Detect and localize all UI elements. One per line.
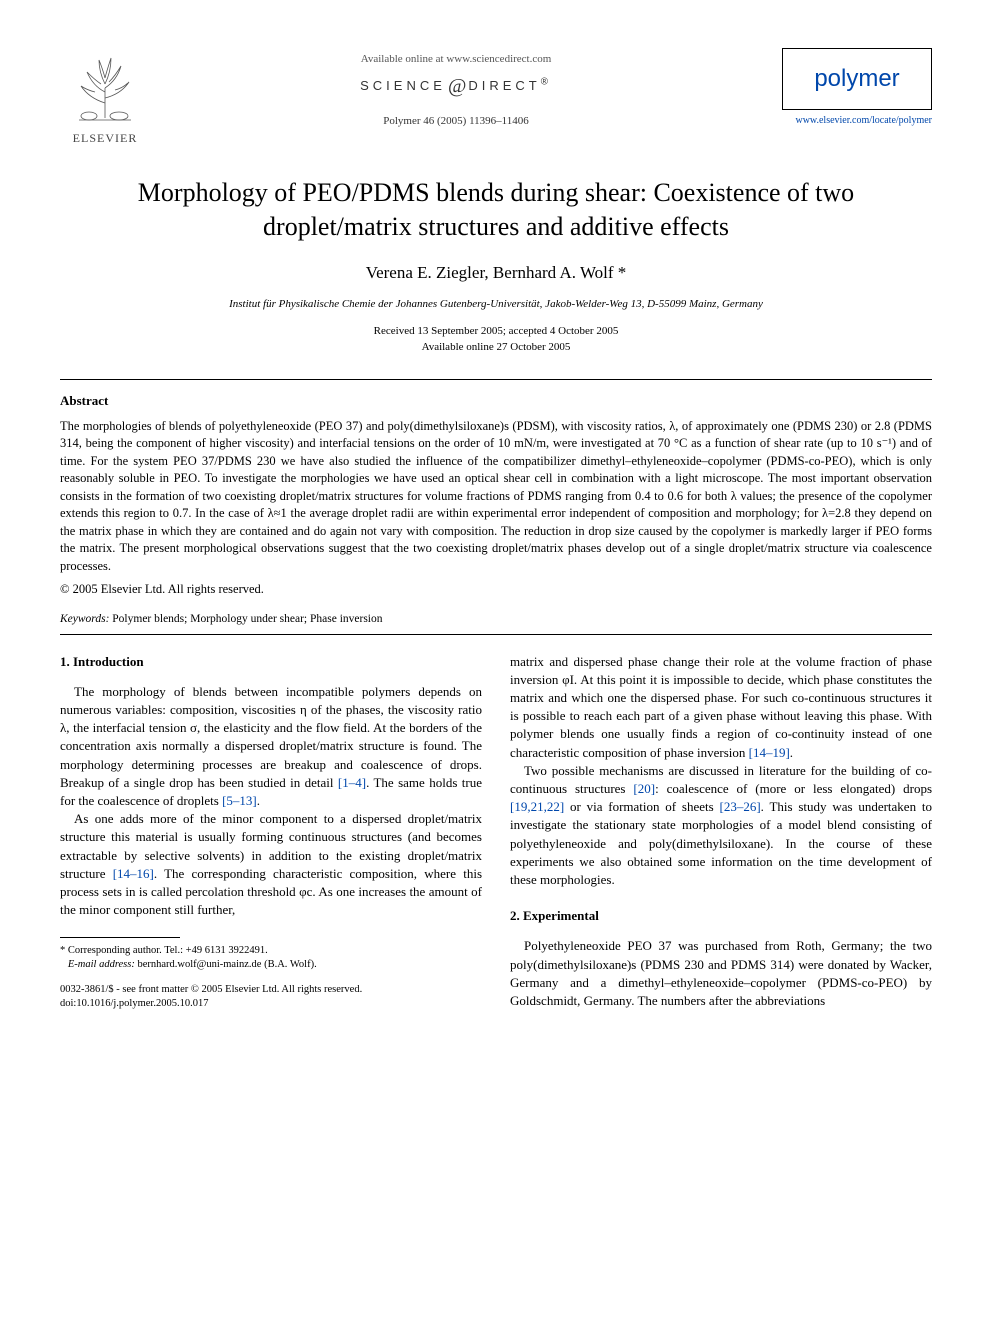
exp-para-1: Polyethyleneoxide PEO 37 was purchased f… bbox=[510, 937, 932, 1010]
journal-block: polymer www.elsevier.com/locate/polymer bbox=[762, 48, 932, 128]
abstract-copyright: © 2005 Elsevier Ltd. All rights reserved… bbox=[60, 581, 932, 598]
corresponding-footnote: * Corresponding author. Tel.: +49 6131 3… bbox=[60, 944, 482, 958]
publisher-name: ELSEVIER bbox=[60, 130, 150, 146]
column-left: 1. Introduction The morphology of blends… bbox=[60, 653, 482, 1012]
keywords-line: Keywords: Polymer blends; Morphology und… bbox=[60, 612, 932, 628]
available-online-text: Available online at www.sciencedirect.co… bbox=[150, 52, 762, 67]
abstract-heading: Abstract bbox=[60, 392, 932, 410]
intro-para-1: The morphology of blends between incompa… bbox=[60, 683, 482, 810]
rule-top bbox=[60, 379, 932, 380]
ref-link[interactable]: [14–16] bbox=[113, 866, 154, 881]
col2-p2b: : coalescence of (more or less elongated… bbox=[655, 781, 932, 796]
intro-heading: 1. Introduction bbox=[60, 653, 482, 671]
email-footnote: E-mail address: bernhard.wolf@uni-mainz.… bbox=[60, 958, 482, 972]
sd-at-icon: @ bbox=[446, 75, 468, 97]
col2-p1b: . bbox=[790, 745, 793, 760]
sd-left: SCIENCE bbox=[360, 78, 446, 93]
abstract-text: The morphologies of blends of polyethyle… bbox=[60, 418, 932, 576]
article-title: Morphology of PEO/PDMS blends during she… bbox=[100, 176, 892, 244]
citation-line: Polymer 46 (2005) 11396–11406 bbox=[150, 114, 762, 129]
ref-link[interactable]: [19,21,22] bbox=[510, 799, 564, 814]
rule-bottom bbox=[60, 634, 932, 635]
col2-p1a: matrix and dispersed phase change their … bbox=[510, 654, 932, 760]
col2-p2c: or via formation of sheets bbox=[564, 799, 719, 814]
available-online-date: Available online 27 October 2005 bbox=[60, 340, 932, 355]
publisher-block: ELSEVIER bbox=[60, 48, 150, 146]
header-center: Available online at www.sciencedirect.co… bbox=[150, 48, 762, 129]
ref-link[interactable]: [5–13] bbox=[222, 793, 257, 808]
authors: Verena E. Ziegler, Bernhard A. Wolf * bbox=[60, 262, 932, 285]
intro-para-2: As one adds more of the minor component … bbox=[60, 810, 482, 919]
journal-logo: polymer bbox=[782, 48, 932, 110]
sd-right: DIRECT bbox=[468, 78, 540, 93]
affiliation: Institut für Physikalische Chemie der Jo… bbox=[60, 297, 932, 312]
col2-para-1: matrix and dispersed phase change their … bbox=[510, 653, 932, 762]
doi-line: doi:10.1016/j.polymer.2005.10.017 bbox=[60, 997, 482, 1012]
col2-para-2: Two possible mechanisms are discussed in… bbox=[510, 762, 932, 889]
ref-link[interactable]: [20] bbox=[633, 781, 655, 796]
page-container: ELSEVIER Available online at www.science… bbox=[0, 0, 992, 1052]
sd-reg-icon: ® bbox=[541, 76, 552, 87]
ref-link[interactable]: [14–19] bbox=[749, 745, 790, 760]
intro-p1c: . bbox=[257, 793, 260, 808]
keywords-text: Polymer blends; Morphology under shear; … bbox=[112, 613, 382, 625]
column-right: matrix and dispersed phase change their … bbox=[510, 653, 932, 1012]
email-label: E-mail address: bbox=[68, 959, 135, 970]
elsevier-tree-icon bbox=[69, 48, 141, 126]
journal-link[interactable]: www.elsevier.com/locate/polymer bbox=[762, 114, 932, 128]
sciencedirect-logo: SCIENCE@DIRECT® bbox=[150, 73, 762, 100]
email-address[interactable]: bernhard.wolf@uni-mainz.de (B.A. Wolf). bbox=[137, 959, 316, 970]
keywords-label: Keywords: bbox=[60, 613, 109, 625]
footnote-rule bbox=[60, 937, 180, 938]
issn-line: 0032-3861/$ - see front matter © 2005 El… bbox=[60, 983, 482, 998]
body-columns: 1. Introduction The morphology of blends… bbox=[60, 653, 932, 1012]
header-row: ELSEVIER Available online at www.science… bbox=[60, 48, 932, 146]
received-dates: Received 13 September 2005; accepted 4 O… bbox=[60, 324, 932, 339]
ref-link[interactable]: [23–26] bbox=[719, 799, 760, 814]
ref-link[interactable]: [1–4] bbox=[338, 775, 366, 790]
experimental-heading: 2. Experimental bbox=[510, 907, 932, 925]
